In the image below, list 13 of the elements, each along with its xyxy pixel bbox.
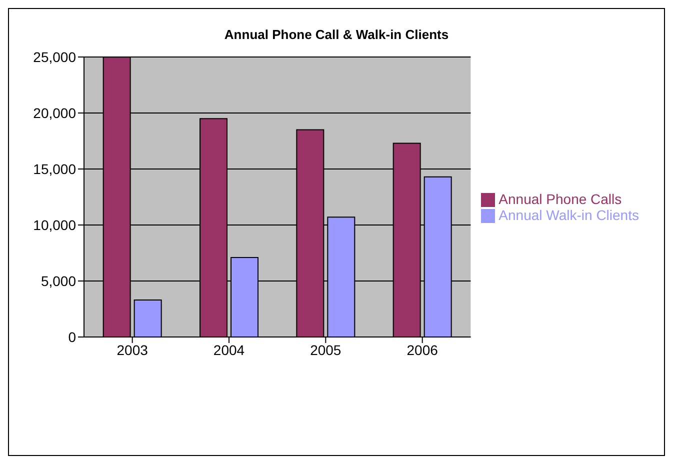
y-tick-label: 15,000 (33, 160, 76, 177)
y-tick-label: 10,000 (33, 216, 76, 233)
y-tick-label: 5,000 (40, 272, 76, 289)
y-tick-label: 0 (68, 328, 76, 345)
chart-title: Annual Phone Call & Walk-in Clients (223, 26, 450, 42)
legend-label: Annual Phone Calls (498, 190, 622, 207)
x-tick-label: 2003 (116, 342, 148, 358)
y-tick-label: 25,000 (33, 48, 76, 65)
x-tick-label: 2004 (213, 342, 245, 358)
x-tick-label: 2006 (406, 342, 438, 358)
legend-label: Annual Walk-in Clients (498, 207, 639, 223)
x-tick-label: 2005 (310, 342, 342, 358)
y-tick-label: 20,000 (33, 104, 76, 121)
